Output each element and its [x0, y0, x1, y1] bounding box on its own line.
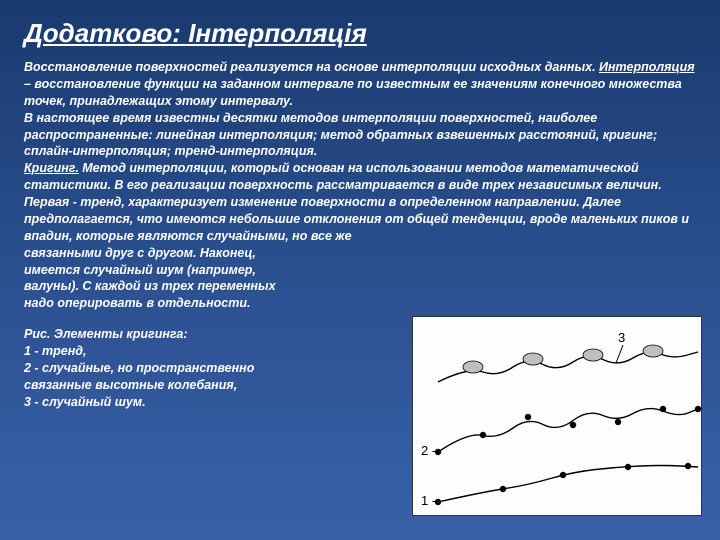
body-text: Восстановление поверхностей реализуется … [24, 59, 696, 312]
interp-def: – восстановление функции на заданном инт… [24, 77, 682, 108]
slide: Додатково: Інтерполяція Восстановление п… [0, 0, 720, 540]
methods-text: В настоящее время известны десятки метод… [24, 111, 657, 159]
tail4: надо оперировать в отдельности. [24, 296, 250, 310]
figure-caption: Рис. Элементы кригинга: 1 - тренд, 2 - с… [24, 326, 414, 410]
tail3: валуны). С каждой из трех переменных [24, 279, 276, 293]
svg-text:3: 3 [618, 330, 625, 345]
kriging-figure: 1 - 2 - 3 [412, 316, 702, 516]
kriging-label: Кригинг. [24, 161, 79, 175]
tail-block: связанными друг с другом. Наконец, имеет… [24, 245, 414, 313]
intro-text: Восстановление поверхностей реализуется … [24, 60, 599, 74]
svg-text:2 -: 2 - [421, 443, 436, 458]
caption-l1: 1 - тренд, [24, 344, 87, 358]
slide-title: Додатково: Інтерполяція [24, 18, 696, 49]
interp-label: Интерполяция [599, 60, 695, 74]
caption-l3: связанные высотные колебания, [24, 378, 237, 392]
tail2: имеется случайный шум (например, [24, 263, 256, 277]
kriging-svg: 1 - 2 - 3 [413, 317, 703, 517]
kriging-def: Метод интерполяции, который основан на и… [24, 161, 689, 243]
caption-l2: 2 - случайные, но пространственно [24, 361, 254, 375]
svg-text:1 -: 1 - [421, 493, 436, 508]
tail1: связанными друг с другом. Наконец, [24, 246, 256, 260]
caption-head: Рис. Элементы кригинга: [24, 327, 188, 341]
caption-l4: 3 - случайный шум. [24, 395, 146, 409]
